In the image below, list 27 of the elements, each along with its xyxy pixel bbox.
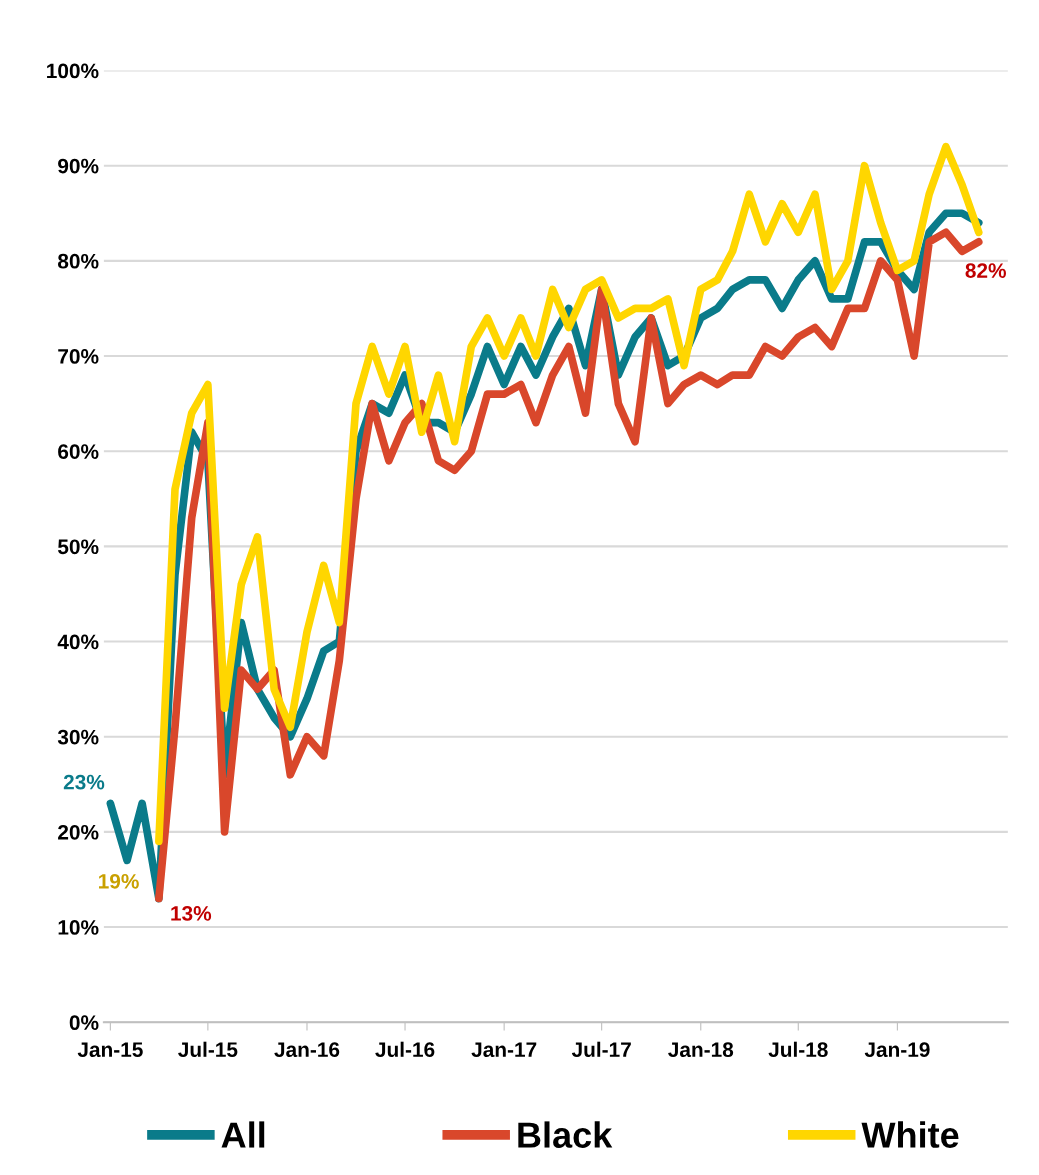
legend-label: White <box>861 1121 959 1148</box>
annotation: 19% <box>99 873 139 889</box>
annotation: 23% <box>63 774 105 790</box>
x-tick-label: Jan-16 <box>274 1042 340 1057</box>
legend-label: Black <box>518 1121 613 1148</box>
x-tick-label: Jul-15 <box>178 1041 238 1057</box>
y-tick-label: 20% <box>58 824 99 840</box>
x-tick-label: Jul-16 <box>375 1041 435 1057</box>
y-tick-label: 70% <box>58 349 99 364</box>
y-tick-label: 80% <box>58 253 99 269</box>
x-tick-label: Jul-18 <box>768 1041 828 1057</box>
y-tick-label: 100% <box>47 63 99 79</box>
y-tick-label: 10% <box>58 920 99 935</box>
x-tick-label: Jan-17 <box>471 1042 537 1057</box>
y-tick-label: 30% <box>57 729 99 745</box>
y-tick-label: 40% <box>57 634 99 650</box>
legend-label: All <box>221 1121 265 1148</box>
y-tick-label: 50% <box>57 539 99 555</box>
x-tick-label: Jan-18 <box>668 1042 734 1057</box>
y-tick-label: 90% <box>58 158 99 174</box>
x-tick-label: Jul-17 <box>571 1041 631 1057</box>
y-tick-label: 60% <box>58 444 99 459</box>
y-tick-label: 0% <box>69 1015 99 1030</box>
annotation: 82% <box>965 263 1006 278</box>
x-tick-label: Jan-15 <box>77 1042 143 1057</box>
annotation: 13% <box>171 906 212 921</box>
x-tick-label: Jan-19 <box>864 1042 930 1057</box>
